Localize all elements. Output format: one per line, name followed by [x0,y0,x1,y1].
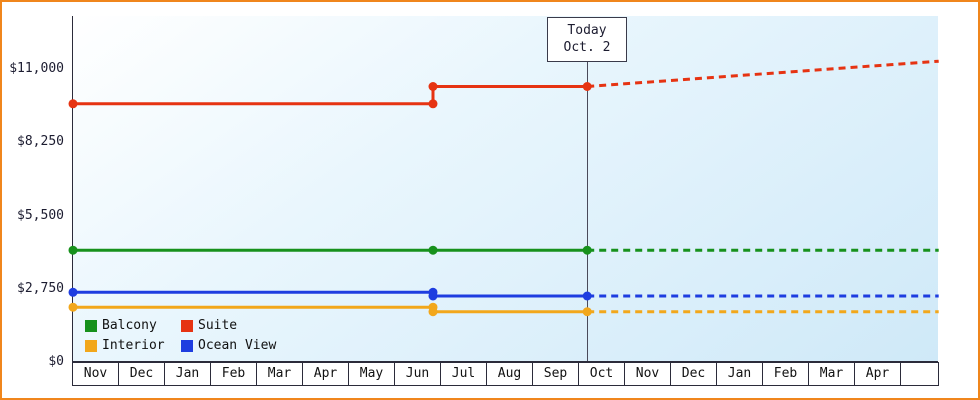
legend-swatch-suite [181,319,193,332]
series-marker-suite [68,99,78,109]
month-cell: Mar [256,362,303,386]
y-tick-label: $0 [48,354,64,369]
month-cell: Feb [210,362,257,386]
legend-swatch-interior [85,339,97,352]
legend: Balcony Suite Interior Ocean View [85,318,276,353]
series-marker-suite [582,82,592,91]
month-cell: Jan [164,362,211,386]
series-marker-balcony [582,245,592,255]
y-tick-label: $2,750 [17,280,64,296]
legend-label: Balcony [102,318,157,333]
month-cell: May [348,362,395,386]
y-tick-label: $8,250 [17,134,64,150]
month-cell: Apr [854,362,901,386]
month-cell: Mar [808,362,855,386]
plot-area: Balcony Suite Interior Ocean View Today Oct… [68,16,939,362]
month-cell: Jul [440,362,487,386]
month-cell: Apr [302,362,349,386]
month-cell: Nov [72,362,119,386]
month-cell: Jun [394,362,441,386]
x-axis-month-row: Nov Dec Jan Feb Mar Apr May Jun Jul Aug Sep Oct Nov D… [72,362,939,386]
legend-label: Suite [198,318,238,333]
month-cell: Dec [670,362,717,386]
series-marker-balcony [428,245,438,255]
month-cell: Aug [486,362,533,386]
series-marker-interior [428,307,438,317]
today-date-text: Oct. 2 [563,40,611,55]
series-marker-ocean-view [582,291,592,301]
series-line-suite-forecast [587,59,939,88]
legend-item-interior: Interior [85,338,181,353]
month-cell: Dec [118,362,165,386]
legend-item-suite: Suite [181,318,276,333]
month-cell: Nov [624,362,671,386]
series-line-suite [73,85,588,106]
month-cell-filler [900,362,939,386]
y-tick-label: $11,000 [9,61,64,77]
month-cell: Oct [578,362,625,386]
series-marker-suite [428,99,438,109]
today-line [587,18,588,361]
series-marker-interior [68,302,78,312]
series-marker-suite [428,82,438,91]
today-label-text: Today [567,23,607,38]
month-cell: Sep [532,362,579,386]
legend-label: Interior [102,338,165,353]
series-lines [68,59,939,317]
series-marker-interior [582,307,592,317]
legend-swatch-balcony [85,319,97,332]
series-marker-balcony [68,245,78,255]
legend-item-balcony: Balcony [85,318,181,333]
month-cell: Feb [762,362,809,386]
series-line-interior [73,305,588,314]
legend-swatch-ocean-view [181,339,193,352]
series-line-ocean-view [73,290,588,298]
month-cell: Jan [716,362,763,386]
today-label-box: Today Oct. 2 [547,17,627,62]
series-marker-ocean-view [428,291,438,301]
y-tick-label: $5,500 [17,207,64,223]
series-marker-ocean-view [68,287,78,297]
legend-label: Ocean View [198,338,277,353]
legend-item-ocean-view: Ocean View [181,338,276,353]
